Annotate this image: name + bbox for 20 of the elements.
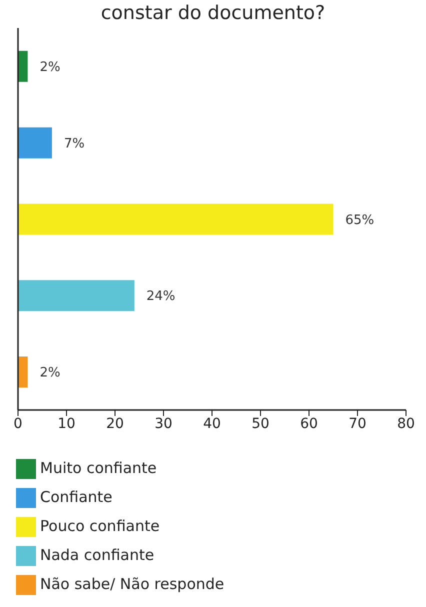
legend-label: Muito confiante bbox=[40, 459, 157, 477]
x-tick-label: 40 bbox=[203, 416, 221, 432]
legend-label: Confiante bbox=[40, 488, 112, 506]
x-tick-label: 20 bbox=[106, 416, 124, 432]
data-label: 7% bbox=[64, 136, 85, 152]
x-tick-label: 80 bbox=[397, 416, 415, 432]
data-label: 2% bbox=[40, 60, 60, 76]
data-label: 24% bbox=[146, 289, 176, 304]
legend-label: Pouco confiante bbox=[40, 517, 160, 535]
chart-title: constar do documento? bbox=[100, 2, 326, 24]
x-tick-label: 50 bbox=[252, 416, 270, 432]
x-tick-label: 30 bbox=[154, 416, 172, 432]
legend-label: Não sabe/ Não responde bbox=[40, 575, 224, 593]
x-tick-label: 10 bbox=[58, 416, 76, 432]
x-tick-label: 70 bbox=[348, 416, 366, 432]
data-label: 65% bbox=[345, 212, 374, 228]
data-label: 2% bbox=[40, 366, 60, 381]
legend-label: Nada confiante bbox=[40, 546, 154, 564]
x-tick-label: 0 bbox=[14, 416, 22, 432]
x-tick-label: 60 bbox=[300, 416, 318, 432]
